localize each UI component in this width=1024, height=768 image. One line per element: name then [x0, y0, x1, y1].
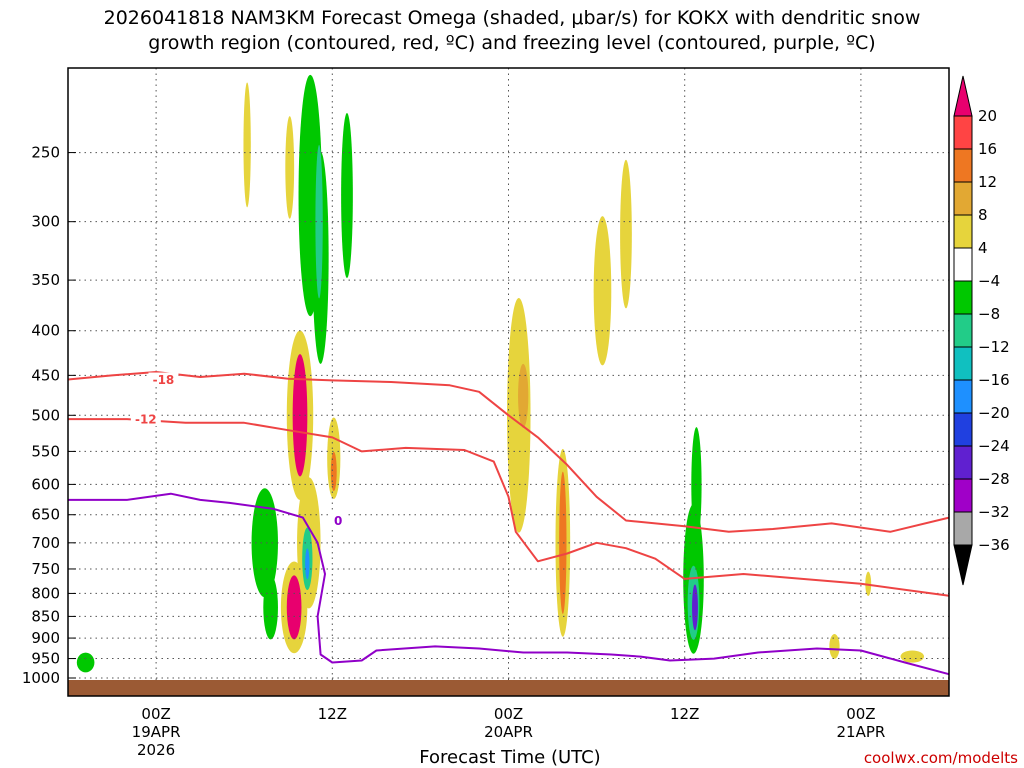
- colorbar-label: −24: [978, 437, 1010, 455]
- colorbar-top-arrow: [953, 75, 973, 117]
- colorbar-label: 16: [978, 140, 997, 158]
- y-tick-label: 350: [31, 271, 60, 289]
- colorbar-swatch-3: [953, 214, 973, 249]
- omega-cell-28: [900, 650, 925, 663]
- ground-terrain: [68, 680, 949, 696]
- y-tick-label: 1000: [22, 669, 60, 687]
- contour-label: 0: [334, 514, 342, 528]
- colorbar-label: 12: [978, 173, 997, 191]
- x-tick-sublabel: 21APR: [836, 723, 885, 741]
- colorbar-label: −28: [978, 470, 1010, 488]
- contour-label: -12: [135, 413, 157, 427]
- contours: -18 -12 0: [67, 371, 950, 676]
- x-tick-label: 12Z: [318, 705, 347, 723]
- y-axis: 250 300 350 400 450 500 550 600 650 700 750 800 850 9…: [22, 144, 76, 687]
- omega-cell-3: [286, 575, 302, 640]
- omega-cell-26: [243, 82, 251, 208]
- contour-label-bg: [130, 412, 161, 427]
- credit-text: coolwx.com/modelts: [864, 749, 1018, 767]
- contour-line-freezing: [68, 492, 950, 676]
- y-tick-label: 850: [31, 607, 60, 625]
- y-tick-label: 300: [31, 213, 60, 231]
- y-tick-label: 250: [31, 144, 60, 162]
- omega-cell-27: [285, 116, 295, 219]
- chart-title-line2: growth region (contoured, red, ºC) and f…: [148, 32, 875, 54]
- colorbar-label: −4: [978, 272, 1000, 290]
- colorbar-swatch-2: [953, 181, 973, 216]
- y-tick-label: 700: [31, 534, 60, 552]
- contour-line-dgz-12: [68, 418, 950, 597]
- omega-cell-6: [330, 451, 337, 492]
- contour-label-bg: [331, 513, 346, 528]
- omega-cell-16: [692, 584, 698, 631]
- omega-cell-12: [620, 159, 632, 309]
- plot-frame: [67, 67, 950, 697]
- omega-cell-25: [76, 652, 95, 673]
- colorbar-swatch-8: [953, 379, 973, 414]
- y-tick-label: 750: [31, 560, 60, 578]
- x-tick-label: 00Z: [141, 705, 170, 723]
- colorbar-swatch-6: [953, 313, 973, 348]
- colorbar-label: −36: [978, 536, 1010, 554]
- y-tick-label: 450: [31, 366, 60, 384]
- y-tick-label: 900: [31, 629, 60, 647]
- colorbar-swatch-1: [953, 148, 973, 183]
- colorbar-swatch-5: [953, 280, 973, 315]
- colorbar: 20 16 12 8 4 −4 −8 −12 −16 −20 −24 −28 −32 −36: [953, 75, 1010, 586]
- y-tick-label: 400: [31, 322, 60, 340]
- x-axis-label: Forecast Time (UTC): [419, 747, 600, 768]
- x-tick-label: 00Z: [846, 705, 875, 723]
- colorbar-label: 8: [978, 206, 988, 224]
- omega-cell-7: [507, 297, 531, 533]
- x-tick-sublabel: 20APR: [484, 723, 533, 741]
- contour-line-dgz-18: [67, 371, 950, 533]
- contour-label: -18: [153, 373, 175, 387]
- omega-cell-8: [518, 363, 529, 428]
- omega-cell-11: [593, 216, 612, 366]
- y-tick-label: 550: [31, 442, 60, 460]
- colorbar-label: −8: [978, 305, 1000, 323]
- colorbar-swatch-0: [953, 115, 973, 150]
- contour-label-bg: [148, 372, 179, 387]
- colorbar-label: −20: [978, 404, 1010, 422]
- omega-cell-18: [305, 548, 310, 580]
- colorbar-label: −12: [978, 338, 1010, 356]
- x-tick-label: 12Z: [670, 705, 699, 723]
- colorbar-label: 20: [978, 107, 997, 125]
- y-tick-label: 650: [31, 506, 60, 524]
- colorbar-label: 4: [978, 239, 988, 257]
- colorbar-swatch-4: [953, 247, 973, 282]
- y-tick-label: 800: [31, 584, 60, 602]
- omega-cell-23: [251, 488, 278, 598]
- y-tick-label: 600: [31, 475, 60, 493]
- omega-shading: [76, 74, 925, 673]
- colorbar-swatch-12: [953, 511, 973, 546]
- omega-cell-21: [315, 144, 323, 299]
- chart-title-line1: 2026041818 NAM3KM Forecast Omega (shaded…: [104, 7, 921, 29]
- omega-cell-10: [559, 471, 567, 615]
- y-tick-label: 500: [31, 406, 60, 424]
- colorbar-bottom-arrow: [953, 544, 973, 586]
- colorbar-swatch-10: [953, 445, 973, 480]
- omega-cell-30: [829, 634, 840, 659]
- x-tick-sublabel: 19APR: [132, 723, 181, 741]
- colorbar-swatch-7: [953, 346, 973, 381]
- plot-area: -18 -12 0: [67, 67, 950, 697]
- colorbar-label: −32: [978, 503, 1010, 521]
- x-tick-sublabel: 2026: [137, 741, 175, 759]
- omega-cell-22: [341, 113, 353, 279]
- omega-cell-24: [263, 575, 278, 640]
- colorbar-swatch-9: [953, 412, 973, 447]
- colorbar-label: −16: [978, 371, 1010, 389]
- x-tick-label: 00Z: [494, 705, 523, 723]
- y-tick-label: 950: [31, 650, 60, 668]
- colorbar-swatch-11: [953, 478, 973, 513]
